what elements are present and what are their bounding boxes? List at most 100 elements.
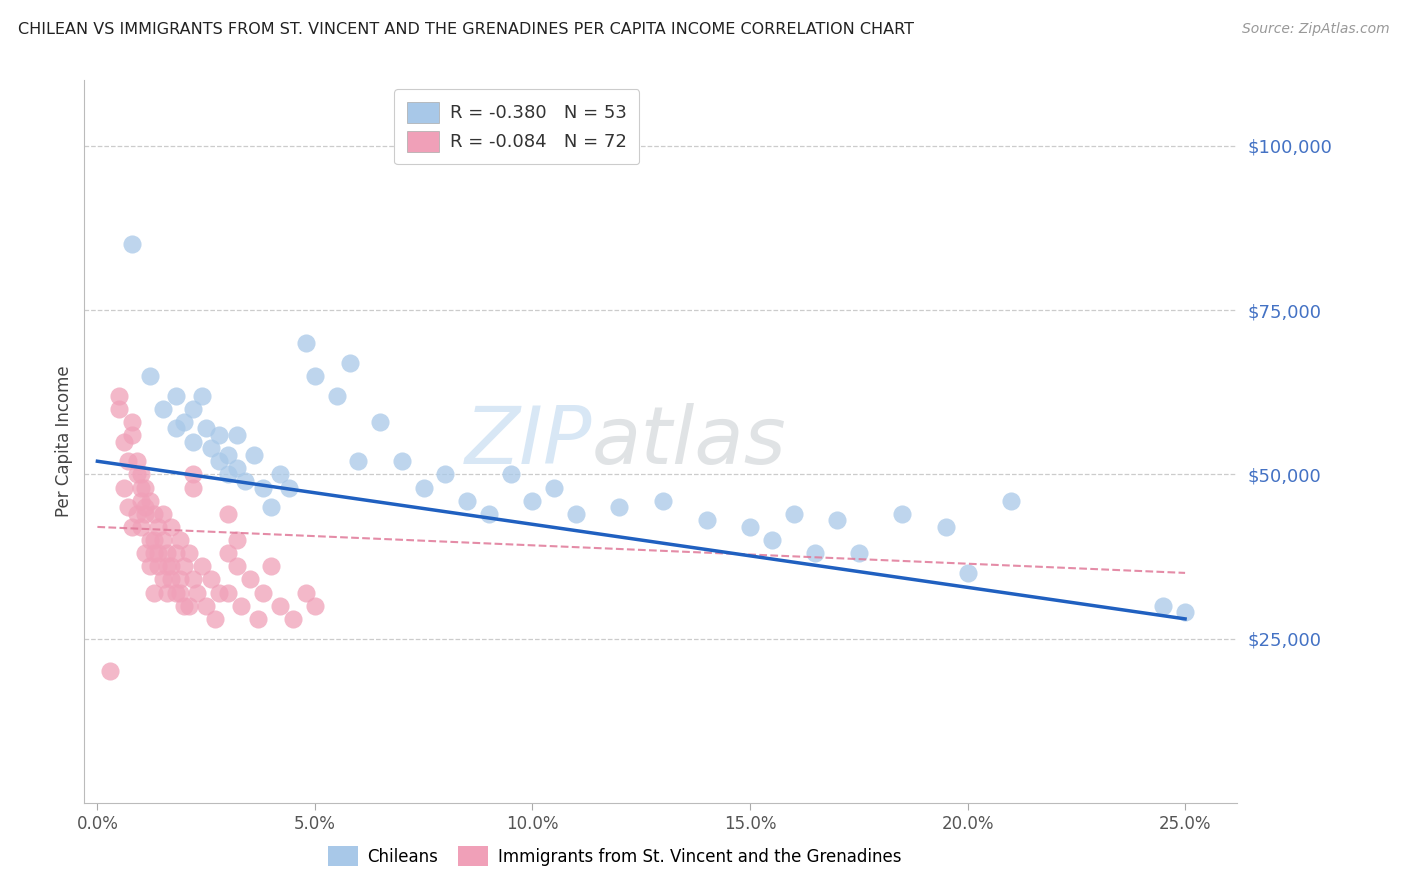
- Point: [181, 467, 204, 482]
- Point: [177, 599, 200, 613]
- Point: [181, 481, 204, 495]
- Point: [761, 533, 783, 547]
- Point: [233, 474, 256, 488]
- Point: [208, 428, 231, 442]
- Point: [1152, 599, 1174, 613]
- Point: [208, 454, 231, 468]
- Point: [121, 237, 143, 252]
- Point: [243, 448, 266, 462]
- Point: [112, 481, 135, 495]
- Point: [204, 612, 226, 626]
- Point: [143, 533, 166, 547]
- Point: [339, 356, 361, 370]
- Text: Source: ZipAtlas.com: Source: ZipAtlas.com: [1241, 22, 1389, 37]
- Point: [304, 368, 326, 383]
- Point: [347, 454, 370, 468]
- Point: [478, 507, 501, 521]
- Point: [652, 493, 675, 508]
- Legend: Chileans, Immigrants from St. Vincent and the Grenadines: Chileans, Immigrants from St. Vincent an…: [319, 838, 910, 874]
- Point: [160, 559, 183, 574]
- Point: [138, 368, 160, 383]
- Point: [825, 513, 848, 527]
- Point: [181, 434, 204, 449]
- Point: [252, 481, 274, 495]
- Point: [217, 585, 239, 599]
- Point: [181, 573, 204, 587]
- Point: [804, 546, 827, 560]
- Point: [134, 481, 156, 495]
- Point: [121, 415, 143, 429]
- Point: [125, 454, 148, 468]
- Point: [129, 467, 152, 482]
- Point: [1174, 605, 1197, 619]
- Y-axis label: Per Capita Income: Per Capita Income: [55, 366, 73, 517]
- Point: [225, 428, 247, 442]
- Point: [738, 520, 761, 534]
- Point: [148, 546, 170, 560]
- Text: atlas: atlas: [592, 402, 786, 481]
- Point: [295, 585, 318, 599]
- Point: [225, 460, 247, 475]
- Point: [169, 585, 191, 599]
- Point: [134, 500, 156, 515]
- Point: [217, 507, 239, 521]
- Point: [277, 481, 299, 495]
- Point: [295, 336, 318, 351]
- Point: [152, 573, 174, 587]
- Point: [165, 585, 187, 599]
- Point: [160, 520, 183, 534]
- Text: ZIP: ZIP: [464, 402, 592, 481]
- Point: [499, 467, 522, 482]
- Point: [239, 573, 262, 587]
- Point: [108, 388, 131, 402]
- Point: [143, 507, 166, 521]
- Point: [195, 421, 218, 435]
- Point: [181, 401, 204, 416]
- Point: [609, 500, 631, 515]
- Point: [200, 573, 222, 587]
- Point: [782, 507, 804, 521]
- Point: [117, 500, 139, 515]
- Point: [225, 559, 247, 574]
- Point: [165, 388, 187, 402]
- Point: [138, 559, 160, 574]
- Point: [121, 428, 143, 442]
- Point: [208, 585, 231, 599]
- Point: [165, 546, 187, 560]
- Point: [134, 507, 156, 521]
- Point: [177, 546, 200, 560]
- Point: [522, 493, 544, 508]
- Point: [412, 481, 434, 495]
- Point: [117, 454, 139, 468]
- Point: [260, 559, 283, 574]
- Point: [125, 507, 148, 521]
- Point: [129, 520, 152, 534]
- Point: [186, 585, 208, 599]
- Point: [247, 612, 270, 626]
- Point: [173, 559, 195, 574]
- Point: [325, 388, 347, 402]
- Point: [143, 585, 166, 599]
- Point: [152, 533, 174, 547]
- Point: [217, 546, 239, 560]
- Point: [148, 559, 170, 574]
- Point: [125, 467, 148, 482]
- Point: [121, 520, 143, 534]
- Point: [283, 612, 305, 626]
- Point: [156, 585, 179, 599]
- Point: [152, 507, 174, 521]
- Point: [304, 599, 326, 613]
- Point: [165, 421, 187, 435]
- Point: [217, 448, 239, 462]
- Point: [173, 415, 195, 429]
- Point: [456, 493, 478, 508]
- Point: [195, 599, 218, 613]
- Point: [129, 481, 152, 495]
- Point: [935, 520, 957, 534]
- Point: [143, 546, 166, 560]
- Point: [565, 507, 588, 521]
- Point: [217, 467, 239, 482]
- Point: [252, 585, 274, 599]
- Point: [434, 467, 457, 482]
- Point: [152, 401, 174, 416]
